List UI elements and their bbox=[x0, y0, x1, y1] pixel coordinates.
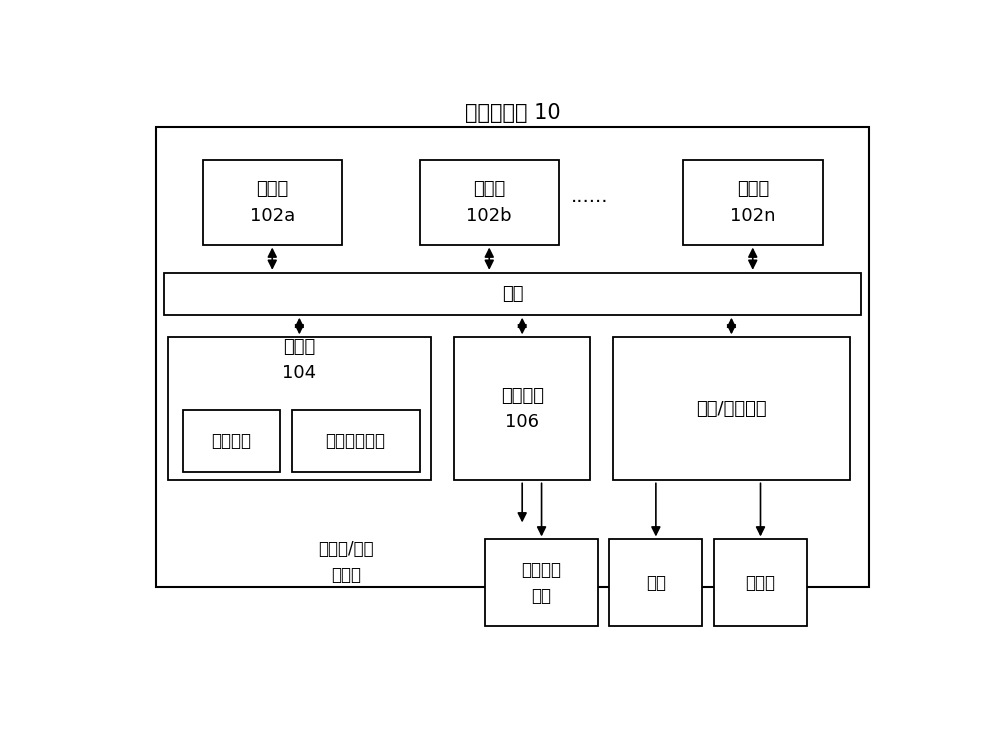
Text: 计算机终端 10: 计算机终端 10 bbox=[465, 103, 560, 122]
Text: 处理器
102b: 处理器 102b bbox=[466, 180, 512, 225]
Bar bbox=[183, 410, 280, 472]
Bar bbox=[613, 338, 850, 480]
Bar bbox=[609, 539, 702, 626]
Text: 传输装置
106: 传输装置 106 bbox=[501, 386, 544, 431]
Bar bbox=[420, 160, 559, 245]
Text: 处理器
102n: 处理器 102n bbox=[730, 180, 776, 225]
Text: 程序指令: 程序指令 bbox=[212, 432, 252, 450]
Text: 输入/输出接口: 输入/输出接口 bbox=[696, 399, 767, 418]
Text: 光标控制
设备: 光标控制 设备 bbox=[522, 561, 562, 605]
Bar bbox=[168, 338, 431, 480]
Bar bbox=[164, 273, 861, 315]
Text: ......: ...... bbox=[571, 187, 609, 206]
Text: 存储器
104: 存储器 104 bbox=[282, 338, 316, 382]
Text: 总线: 总线 bbox=[502, 285, 523, 303]
Bar bbox=[202, 160, 342, 245]
Text: 显示器: 显示器 bbox=[746, 574, 776, 592]
Bar bbox=[156, 127, 869, 587]
Bar bbox=[485, 539, 598, 626]
Text: 处理器
102a: 处理器 102a bbox=[250, 180, 295, 225]
Bar bbox=[714, 539, 807, 626]
Bar bbox=[683, 160, 822, 245]
Text: 有线和/或无
线传输: 有线和/或无 线传输 bbox=[318, 539, 374, 584]
Bar bbox=[454, 338, 590, 480]
Text: 键盘: 键盘 bbox=[646, 574, 666, 592]
Text: 数据存储装置: 数据存储装置 bbox=[326, 432, 386, 450]
Bar bbox=[292, 410, 420, 472]
